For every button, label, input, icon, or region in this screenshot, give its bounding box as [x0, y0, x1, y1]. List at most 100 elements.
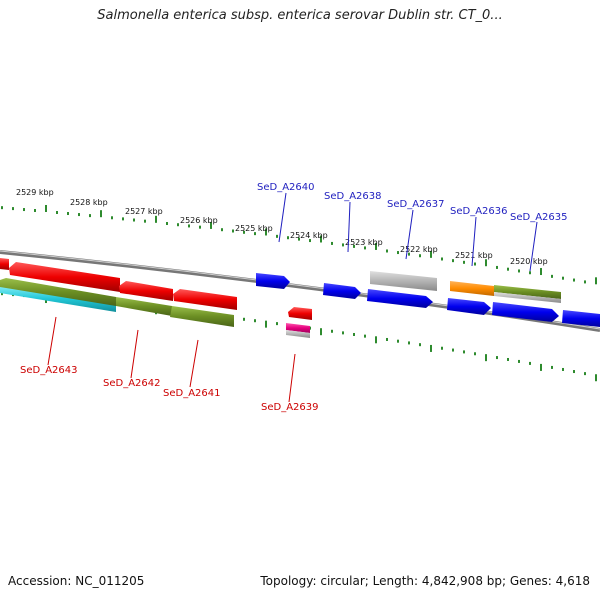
gene-label: SeD_A2640 — [257, 182, 315, 193]
ruler-dot — [342, 331, 344, 335]
gene-feature-red — [288, 307, 312, 320]
ruler-dot — [562, 276, 564, 280]
ruler-dot — [474, 352, 476, 356]
ruler-major-tick — [265, 228, 267, 236]
ruler-dot — [518, 359, 520, 363]
ruler-dot — [342, 243, 344, 247]
ruler-major-tick — [375, 242, 377, 250]
ruler-dot — [177, 223, 179, 227]
gene-feature-red — [119, 281, 173, 301]
gene-label: SeD_A2639 — [261, 402, 319, 413]
ruler-dot — [507, 357, 509, 361]
ruler-tick-label: 2520 kbp — [510, 257, 548, 266]
ruler-tick-label: 2522 kbp — [400, 245, 438, 254]
ruler-major-tick — [485, 259, 487, 267]
gene-feature-blue — [256, 273, 290, 289]
ruler-dot — [309, 239, 311, 243]
ruler-tick-label: 2529 kbp — [16, 188, 54, 197]
gene-label: SeD_A2643 — [20, 365, 78, 376]
ruler-dot — [111, 216, 113, 220]
ruler-dot — [364, 334, 366, 338]
ruler-dot — [12, 207, 14, 211]
gene-feature-blue — [323, 283, 361, 299]
ruler-dot — [452, 348, 454, 352]
ruler-major-tick — [430, 250, 432, 258]
gene-feature-blue — [367, 289, 433, 308]
gene-feature-orange — [450, 281, 494, 296]
ruler-major-tick — [320, 235, 322, 243]
ruler-dot — [408, 341, 410, 345]
ruler-dot — [507, 267, 509, 271]
ruler-dot — [364, 246, 366, 250]
ruler-dot — [353, 244, 355, 248]
ruler-major-tick — [540, 268, 542, 276]
ruler-major-tick — [595, 277, 597, 285]
topology-text: Topology: circular; Length: 4,842,908 bp… — [260, 574, 590, 588]
ruler-dot — [1, 206, 3, 210]
gene-feature-blue — [492, 302, 559, 322]
accession-text: Accession: NC_011205 — [8, 574, 145, 588]
ruler-major-tick — [430, 344, 432, 352]
ruler-dot — [144, 219, 146, 223]
gene-labels: SeD_A2640 SeD_A2638 SeD_A2637 SeD_A2636 … — [20, 182, 568, 413]
ruler-dot — [331, 241, 333, 245]
ruler-major-tick — [265, 320, 267, 328]
ruler-dot — [529, 361, 531, 365]
gene-feature-red — [173, 289, 237, 310]
ruler-dot — [386, 249, 388, 253]
gene-feature-red — [9, 262, 120, 292]
ruler-dot — [89, 214, 91, 218]
genome-title: Salmonella enterica subsp. enterica sero… — [97, 8, 503, 23]
gene-feature-blue — [447, 298, 491, 315]
ruler-dot — [441, 346, 443, 350]
ruler-dot — [276, 322, 278, 326]
gene-label: SeD_A2641 — [163, 388, 221, 399]
ruler-dot — [573, 278, 575, 282]
ruler-dot — [78, 213, 80, 217]
gene-feature-olive — [494, 285, 561, 299]
ruler-dot — [573, 370, 575, 374]
gene-label: SeD_A2636 — [450, 206, 508, 217]
gene-label: SeD_A2638 — [324, 191, 382, 202]
gene-label: SeD_A2637 — [387, 199, 445, 210]
gene-feature-olive — [170, 306, 234, 327]
ruler-dot — [562, 367, 564, 371]
ruler-dot — [419, 343, 421, 347]
ruler-dot — [419, 254, 421, 258]
ruler-dot — [551, 274, 553, 278]
ruler-dot — [441, 257, 443, 261]
ruler-dot — [254, 319, 256, 323]
ruler-tick-label: 2521 kbp — [455, 251, 493, 260]
ruler-dot — [353, 332, 355, 336]
ruler-dot — [463, 350, 465, 354]
ruler-major-tick — [595, 374, 597, 382]
gene-label-leaders — [47, 192, 538, 403]
ruler-major-tick — [485, 354, 487, 362]
ruler-dot — [529, 271, 531, 275]
ruler-tick-labels: 2529 kbp 2528 kbp 2527 kbp 2526 kbp 2525… — [16, 188, 548, 266]
ruler-dot — [496, 356, 498, 360]
ruler-dot — [518, 269, 520, 273]
ruler-dot — [166, 222, 168, 226]
ruler-dot — [254, 232, 256, 236]
ruler-dot — [397, 339, 399, 343]
gene-feature-olive — [116, 297, 172, 316]
ruler-major-tick — [210, 221, 212, 229]
ruler-dot — [1, 292, 3, 296]
ruler-dot — [584, 280, 586, 284]
ruler-dot — [298, 237, 300, 241]
ruler-dot — [67, 212, 69, 216]
ruler-dot — [452, 259, 454, 263]
ruler-dot — [221, 228, 223, 232]
ruler-dot — [331, 329, 333, 333]
gene-feature-olive — [0, 278, 116, 306]
ruler-dot — [276, 234, 278, 238]
ruler-major-tick — [320, 328, 322, 336]
ruler-dot — [188, 224, 190, 228]
ruler-major-tick — [155, 215, 157, 223]
ruler-major-tick — [45, 204, 47, 212]
ruler-dot — [199, 225, 201, 229]
ruler-upper — [1, 204, 597, 285]
